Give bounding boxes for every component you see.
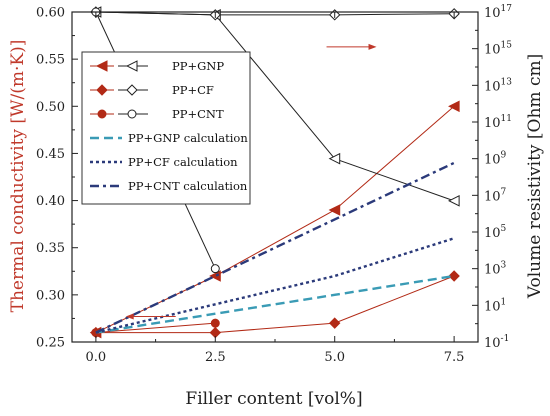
y-right-tick-label: 107 [484,187,507,204]
y-axis-left-label: Thermal conductivity [W/(m·K)] [8,40,28,313]
y-right-tick-label: 1013 [484,77,512,94]
y-right-tick-label: 1015 [484,41,512,58]
y-left-tick-label: 0.60 [36,6,65,21]
y-right-tick-label: 105 [484,224,507,241]
legend-item: PP+CF [90,83,214,97]
data-point [447,100,460,113]
data-point [447,195,460,207]
legend-marker-measured [96,84,108,96]
legend-marker-measured [97,109,107,119]
y-left-tick-label: 0.40 [36,194,65,209]
legend-label: PP+CF [172,83,214,97]
x-tick-label: 0.0 [86,350,107,365]
legend-marker-measured [95,60,108,72]
y-right-tick-label: 109 [484,151,507,168]
legend-item: PP+CNT calculation [90,179,248,193]
series-pp-cf-left [90,270,460,339]
series-line [95,11,455,16]
legend-box [81,51,251,205]
x-axis-label: Filler content [vol%] [185,389,362,409]
legend-item: PP+CF calculation [90,155,238,169]
y-right-tick-label: 103 [484,261,507,278]
x-tick-label: 5.0 [324,350,345,365]
data-point [328,204,341,216]
data-point [448,270,460,282]
legend-label: PP+CNT [172,107,224,121]
arrow-head [368,43,377,50]
y-axis-right-label: Volume resistivity [Ohm cm] [525,54,545,299]
series-line [95,237,455,334]
y-right-tick-label: 1011 [484,114,512,131]
legend-label: PP+GNP calculation [128,131,248,145]
y-right-tick-label: 101 [484,297,506,314]
axis-indicator-arrow-left [125,313,176,320]
y-left-tick-label: 0.50 [36,100,65,115]
series-line [95,274,455,334]
legend-marker-resistivity [125,60,138,72]
series-pp-cf-calculation-left [95,237,455,334]
y-left-tick-label: 0.30 [36,288,65,303]
data-point [328,317,341,329]
legend-item: PP+GNP calculation [90,131,248,145]
y-left-tick-label: 0.25 [36,336,65,351]
legend-item: PP+GNP [90,59,224,73]
y-left-tick-label: 0.55 [36,53,65,68]
legend: PP+GNP PP+CF PP+CNT PP+GNP calculation PP+CF… [81,51,251,205]
legend-item: PP+CNT [90,107,224,121]
series-pp-cnt-left [91,318,220,338]
series-line [95,275,455,334]
legend-label: PP+CNT calculation [128,179,248,193]
y-right-tick-label: 10-1 [484,334,509,351]
series-line [95,161,455,334]
axes-layer: 0.0 2.5 5.0 7.5 0.25 0.30 0.35 0.40 0.45 0.50 0.55… [36,4,512,365]
series-line [95,322,216,334]
y-left-tick-label: 0.45 [36,147,65,162]
series-pp-cf-right [90,6,460,21]
x-tick-label: 7.5 [444,350,465,365]
x-tick-label: 2.5 [205,350,226,365]
series-pp-gnp-calculation-left [95,274,455,334]
data-point [328,152,341,165]
legend-marker-resistivity [127,109,137,119]
legend-label: PP+GNP [172,59,224,73]
y-right-tick-label: 1017 [484,4,512,21]
data-point [210,264,220,274]
series-pp-cnt-calculation-left [95,161,455,334]
legend-label: PP+CF calculation [128,155,238,169]
legend-marker-resistivity [126,84,138,96]
axis-indicator-arrow-right [326,43,377,50]
y-left-tick-label: 0.35 [36,241,65,256]
data-point [210,318,220,328]
arrow-head [125,313,134,320]
